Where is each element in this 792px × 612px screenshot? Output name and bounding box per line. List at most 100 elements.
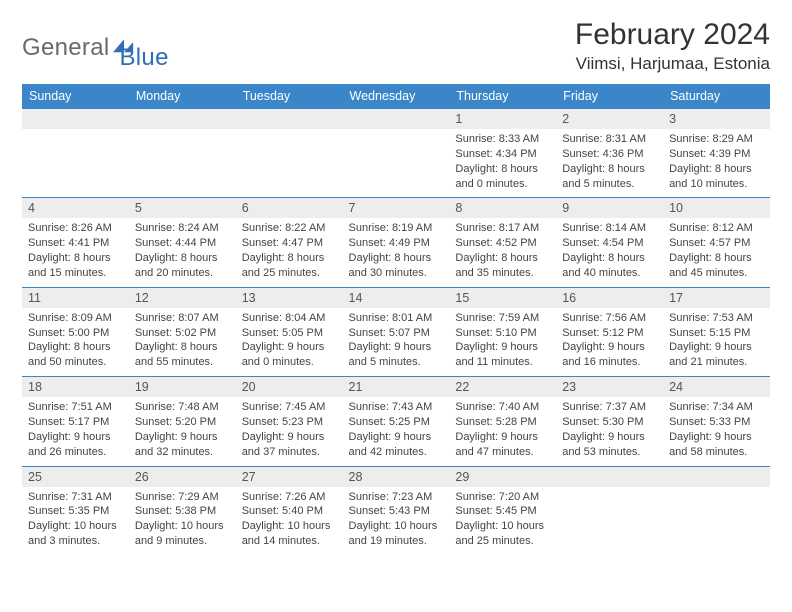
calendar-day-cell: 4Sunrise: 8:26 AMSunset: 4:41 PMDaylight… xyxy=(22,198,129,287)
day-number: 2 xyxy=(556,109,663,129)
day-sr: Sunrise: 7:26 AM xyxy=(242,490,337,505)
day-d1: Daylight: 8 hours xyxy=(28,251,123,266)
day-detail: Sunrise: 7:29 AMSunset: 5:38 PMDaylight:… xyxy=(129,487,236,555)
day-ss: Sunset: 5:33 PM xyxy=(669,415,764,430)
day-d1: Daylight: 9 hours xyxy=(349,430,444,445)
day-sr: Sunrise: 8:14 AM xyxy=(562,221,657,236)
day-detail: Sunrise: 8:14 AMSunset: 4:54 PMDaylight:… xyxy=(556,218,663,286)
day-d1: Daylight: 9 hours xyxy=(28,430,123,445)
calendar-day-cell: 28Sunrise: 7:23 AMSunset: 5:43 PMDayligh… xyxy=(343,466,450,555)
day-d1: Daylight: 9 hours xyxy=(455,430,550,445)
day-number-empty xyxy=(236,109,343,129)
day-ss: Sunset: 4:49 PM xyxy=(349,236,444,251)
calendar-day-cell: 1Sunrise: 8:33 AMSunset: 4:34 PMDaylight… xyxy=(449,109,556,198)
day-d1: Daylight: 8 hours xyxy=(455,251,550,266)
day-d2: and 0 minutes. xyxy=(242,355,337,370)
day-sr: Sunrise: 8:19 AM xyxy=(349,221,444,236)
calendar-day-cell: 18Sunrise: 7:51 AMSunset: 5:17 PMDayligh… xyxy=(22,377,129,466)
day-detail-empty xyxy=(556,487,663,496)
calendar-day-cell: 13Sunrise: 8:04 AMSunset: 5:05 PMDayligh… xyxy=(236,287,343,376)
day-d1: Daylight: 9 hours xyxy=(455,340,550,355)
day-d2: and 58 minutes. xyxy=(669,445,764,460)
day-detail: Sunrise: 8:07 AMSunset: 5:02 PMDaylight:… xyxy=(129,308,236,376)
day-ss: Sunset: 4:41 PM xyxy=(28,236,123,251)
day-detail-empty xyxy=(343,129,450,138)
day-number: 17 xyxy=(663,288,770,308)
day-sr: Sunrise: 7:45 AM xyxy=(242,400,337,415)
calendar-week-row: 18Sunrise: 7:51 AMSunset: 5:17 PMDayligh… xyxy=(22,377,770,466)
day-detail: Sunrise: 7:51 AMSunset: 5:17 PMDaylight:… xyxy=(22,397,129,465)
calendar-day-cell: 20Sunrise: 7:45 AMSunset: 5:23 PMDayligh… xyxy=(236,377,343,466)
day-detail: Sunrise: 7:20 AMSunset: 5:45 PMDaylight:… xyxy=(449,487,556,555)
day-ss: Sunset: 5:30 PM xyxy=(562,415,657,430)
day-d2: and 32 minutes. xyxy=(135,445,230,460)
day-sr: Sunrise: 8:22 AM xyxy=(242,221,337,236)
day-detail: Sunrise: 8:17 AMSunset: 4:52 PMDaylight:… xyxy=(449,218,556,286)
calendar-table: Sunday Monday Tuesday Wednesday Thursday… xyxy=(22,84,770,555)
day-d1: Daylight: 10 hours xyxy=(349,519,444,534)
day-sr: Sunrise: 7:34 AM xyxy=(669,400,764,415)
day-sr: Sunrise: 7:56 AM xyxy=(562,311,657,326)
day-detail: Sunrise: 8:22 AMSunset: 4:47 PMDaylight:… xyxy=(236,218,343,286)
day-number: 23 xyxy=(556,377,663,397)
day-ss: Sunset: 4:36 PM xyxy=(562,147,657,162)
calendar-day-cell: 8Sunrise: 8:17 AMSunset: 4:52 PMDaylight… xyxy=(449,198,556,287)
brand-word-blue: Blue xyxy=(119,44,168,72)
day-ss: Sunset: 5:35 PM xyxy=(28,504,123,519)
day-d2: and 25 minutes. xyxy=(242,266,337,281)
header-bar: General Blue February 2024 Viimsi, Harju… xyxy=(22,18,770,74)
day-d1: Daylight: 8 hours xyxy=(669,251,764,266)
calendar-day-cell: 19Sunrise: 7:48 AMSunset: 5:20 PMDayligh… xyxy=(129,377,236,466)
day-d2: and 5 minutes. xyxy=(349,355,444,370)
weekday-heading: Saturday xyxy=(663,84,770,109)
calendar-day-cell: 16Sunrise: 7:56 AMSunset: 5:12 PMDayligh… xyxy=(556,287,663,376)
day-ss: Sunset: 5:07 PM xyxy=(349,326,444,341)
day-sr: Sunrise: 8:26 AM xyxy=(28,221,123,236)
day-d1: Daylight: 8 hours xyxy=(349,251,444,266)
day-d2: and 42 minutes. xyxy=(349,445,444,460)
day-sr: Sunrise: 8:29 AM xyxy=(669,132,764,147)
day-ss: Sunset: 5:28 PM xyxy=(455,415,550,430)
day-detail: Sunrise: 8:19 AMSunset: 4:49 PMDaylight:… xyxy=(343,218,450,286)
calendar-day-cell: 12Sunrise: 8:07 AMSunset: 5:02 PMDayligh… xyxy=(129,287,236,376)
day-number: 22 xyxy=(449,377,556,397)
day-number: 6 xyxy=(236,198,343,218)
day-sr: Sunrise: 7:48 AM xyxy=(135,400,230,415)
calendar-day-cell xyxy=(556,466,663,555)
day-number: 28 xyxy=(343,467,450,487)
weekday-heading: Sunday xyxy=(22,84,129,109)
day-d1: Daylight: 10 hours xyxy=(455,519,550,534)
day-number: 25 xyxy=(22,467,129,487)
calendar-day-cell: 2Sunrise: 8:31 AMSunset: 4:36 PMDaylight… xyxy=(556,109,663,198)
day-detail: Sunrise: 7:56 AMSunset: 5:12 PMDaylight:… xyxy=(556,308,663,376)
day-detail: Sunrise: 7:48 AMSunset: 5:20 PMDaylight:… xyxy=(129,397,236,465)
day-d1: Daylight: 9 hours xyxy=(562,430,657,445)
calendar-day-cell: 10Sunrise: 8:12 AMSunset: 4:57 PMDayligh… xyxy=(663,198,770,287)
day-detail: Sunrise: 7:45 AMSunset: 5:23 PMDaylight:… xyxy=(236,397,343,465)
day-number-empty xyxy=(556,467,663,487)
day-detail: Sunrise: 8:09 AMSunset: 5:00 PMDaylight:… xyxy=(22,308,129,376)
day-detail: Sunrise: 7:31 AMSunset: 5:35 PMDaylight:… xyxy=(22,487,129,555)
day-ss: Sunset: 5:40 PM xyxy=(242,504,337,519)
day-d1: Daylight: 9 hours xyxy=(242,430,337,445)
day-ss: Sunset: 5:23 PM xyxy=(242,415,337,430)
day-ss: Sunset: 5:43 PM xyxy=(349,504,444,519)
calendar-week-row: 1Sunrise: 8:33 AMSunset: 4:34 PMDaylight… xyxy=(22,109,770,198)
day-ss: Sunset: 4:57 PM xyxy=(669,236,764,251)
day-ss: Sunset: 5:20 PM xyxy=(135,415,230,430)
day-number: 8 xyxy=(449,198,556,218)
day-sr: Sunrise: 8:24 AM xyxy=(135,221,230,236)
day-d1: Daylight: 8 hours xyxy=(562,162,657,177)
day-number: 9 xyxy=(556,198,663,218)
calendar-day-cell: 5Sunrise: 8:24 AMSunset: 4:44 PMDaylight… xyxy=(129,198,236,287)
day-d1: Daylight: 9 hours xyxy=(349,340,444,355)
day-number: 16 xyxy=(556,288,663,308)
day-sr: Sunrise: 8:01 AM xyxy=(349,311,444,326)
day-d2: and 40 minutes. xyxy=(562,266,657,281)
day-ss: Sunset: 5:02 PM xyxy=(135,326,230,341)
day-d2: and 16 minutes. xyxy=(562,355,657,370)
calendar-day-cell xyxy=(22,109,129,198)
day-sr: Sunrise: 7:53 AM xyxy=(669,311,764,326)
day-number: 7 xyxy=(343,198,450,218)
day-detail: Sunrise: 8:33 AMSunset: 4:34 PMDaylight:… xyxy=(449,129,556,197)
